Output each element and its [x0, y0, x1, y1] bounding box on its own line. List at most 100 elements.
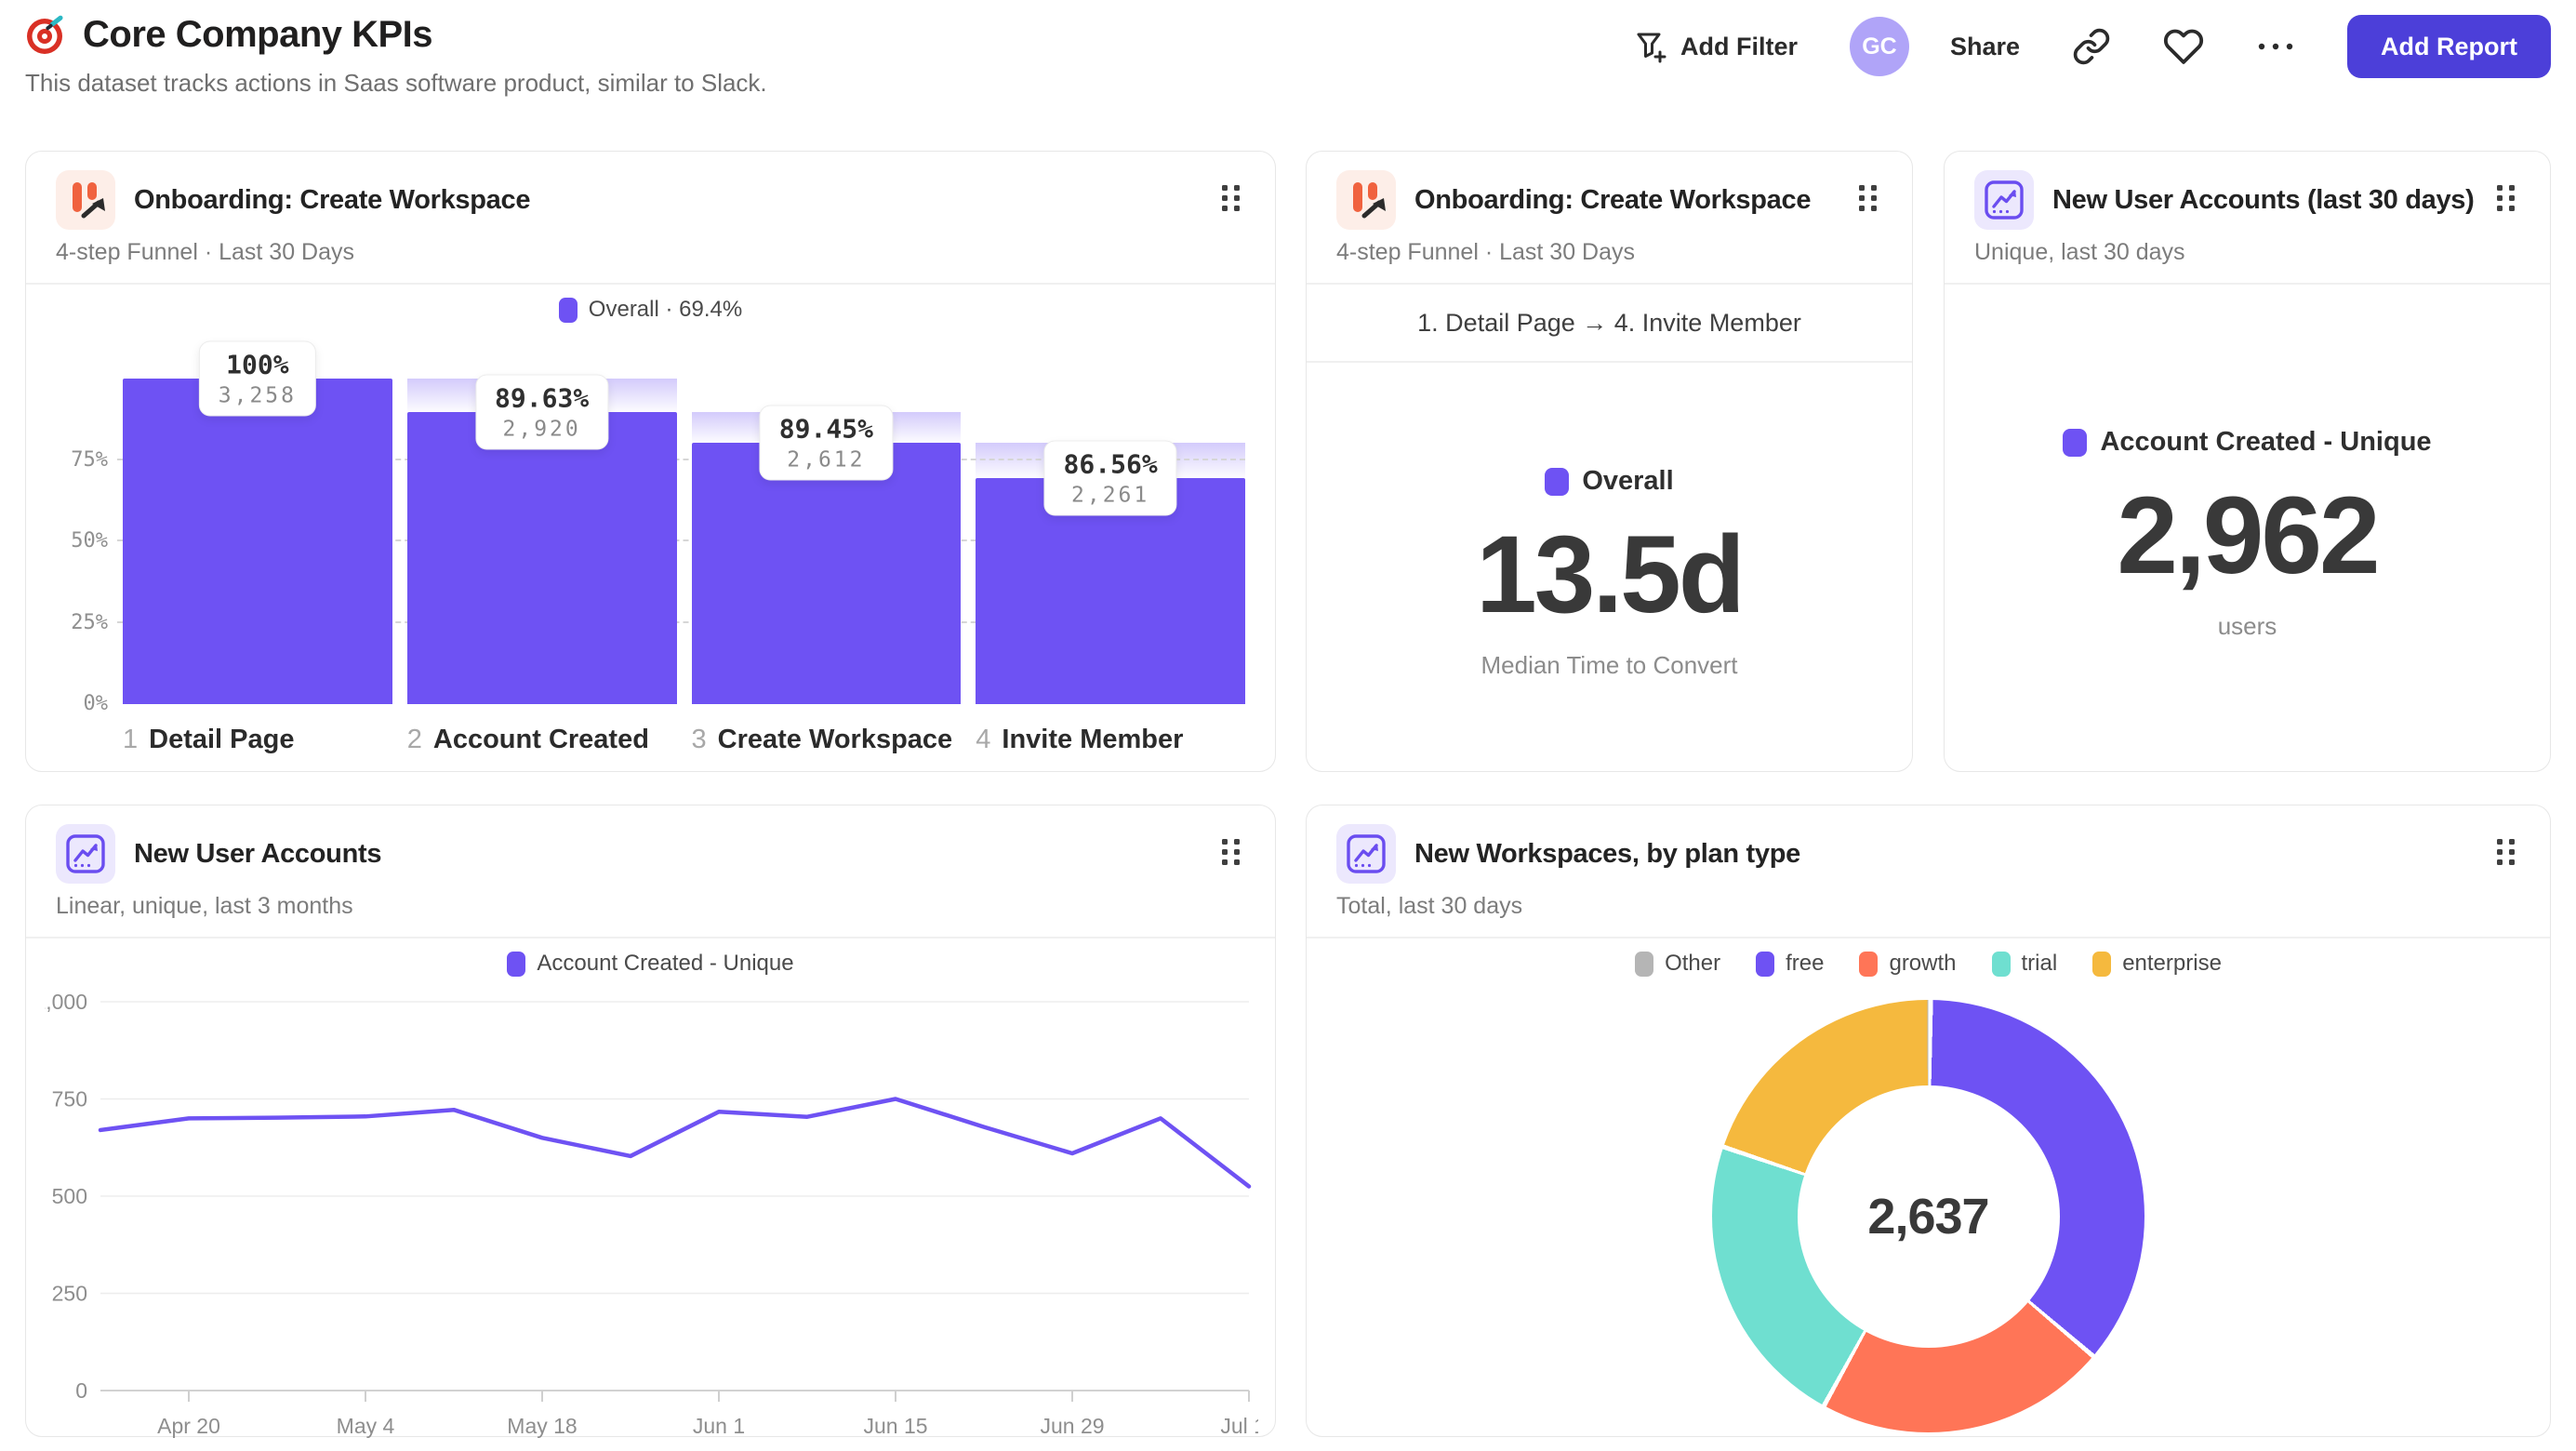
card-onboarding-funnel: Onboarding: Create Workspace 4-step Funn… — [25, 151, 1276, 772]
filter-icon — [1637, 33, 1666, 63]
line-xtick-label: May 18 — [507, 1414, 577, 1438]
metric-caption: users — [2217, 612, 2277, 640]
funnel-step-count: 2,261 — [1071, 483, 1150, 508]
donut-legend: Other free growth trial enterprise — [1307, 938, 2550, 989]
share-button[interactable]: Share — [1950, 33, 2020, 61]
page-title: Core Company KPIs — [83, 13, 433, 55]
legend-label: Account Created - Unique — [2100, 427, 2432, 457]
funnel-ytick-label: 25% — [71, 610, 108, 634]
funnel-ytick-label: 75% — [71, 447, 108, 472]
funnel-bar[interactable] — [123, 379, 392, 704]
legend-label: Overall · 69.4% — [588, 297, 743, 322]
card-new-user-accounts-30d: New User Accounts (last 30 days) Unique,… — [1944, 151, 2551, 772]
drag-handle-icon[interactable] — [1856, 181, 1880, 215]
line-chart[interactable]: 1,000 750 500 250 0 Apr 20 May 4 May 18 Jun 1 Jun… — [33, 989, 1277, 1446]
add-report-button[interactable]: Add Report — [2347, 15, 2551, 78]
card-new-workspaces-donut: New Workspaces, by plan type Total, last… — [1306, 805, 2551, 1437]
donut-legend-item-enterprise[interactable]: enterprise — [2092, 951, 2222, 977]
legend-label: enterprise — [2122, 951, 2222, 976]
line-ytick-label: 250 — [52, 1282, 87, 1306]
funnel-column[interactable]: 100% 3,258 — [123, 340, 392, 704]
favorite-heart-icon[interactable] — [2163, 26, 2204, 67]
card-subtitle: Linear, unique, last 3 months — [56, 893, 353, 919]
legend-label: Account Created - Unique — [537, 951, 794, 976]
funnel-step-count: 2,920 — [502, 417, 581, 442]
funnel-ytick-label: 0% — [83, 692, 109, 715]
funnel-step-index: 4 — [976, 725, 991, 754]
funnel-step-name: Create Workspace — [717, 725, 953, 754]
line-xtick-label: May 4 — [337, 1414, 395, 1438]
card-title[interactable]: Onboarding: Create Workspace — [1414, 184, 1812, 215]
funnel-gridline — [117, 620, 1245, 623]
card-title[interactable]: New Workspaces, by plan type — [1414, 838, 1800, 869]
card-subtitle: 4-step Funnel · Last 30 Days — [56, 239, 354, 265]
funnel-step-label: 3 Create Workspace — [692, 725, 962, 755]
share-label: Share — [1949, 32, 2021, 60]
funnel-step-pct: 89.45% — [778, 413, 873, 445]
funnel-value-box: 89.45% 2,612 — [759, 405, 893, 481]
drag-handle-icon[interactable] — [2494, 835, 2518, 869]
legend-label: Overall — [1582, 466, 1674, 496]
link-icon[interactable] — [2072, 27, 2111, 66]
donut-legend-item-trial[interactable]: trial — [1991, 951, 2058, 977]
legend-swatch — [558, 297, 578, 323]
drag-handle-icon[interactable] — [2494, 181, 2518, 215]
card-title[interactable]: New User Accounts (last 30 days) — [2052, 184, 2475, 215]
donut-hole: 2,637 — [1797, 1085, 2060, 1348]
funnel-columns: 100% 3,258 89.63% 2,920 89.45% 2,612 86.56% 2,2… — [123, 340, 1245, 704]
funnel-chart[interactable]: 75% 50% 25% 0% 100% 3,258 89.63% 2,920 89.45% 2,6… — [71, 340, 1245, 715]
card-title[interactable]: New User Accounts — [134, 838, 382, 869]
funnel-step-index: 1 — [123, 725, 139, 754]
donut-chart[interactable]: 2,637 — [1712, 1000, 2144, 1432]
funnel-step-name: Invite Member — [1002, 725, 1184, 754]
funnel-column[interactable]: 89.45% 2,612 — [691, 379, 962, 704]
line-xtick-label: Jun 15 — [863, 1414, 927, 1438]
more-options-icon[interactable] — [2256, 41, 2295, 52]
funnel-value-box: 100% 3,258 — [198, 340, 316, 417]
funnel-step-pct: 86.56% — [1063, 448, 1158, 480]
line-series[interactable] — [98, 1097, 1252, 1189]
funnel-report-icon — [56, 170, 115, 230]
funnel-legend-item[interactable]: Overall · 69.4% — [558, 297, 743, 323]
line-legend-item[interactable]: Account Created - Unique — [507, 951, 794, 977]
funnel-step-labels: 1 Detail Page 2 Account Created 3 Create Work… — [123, 725, 1245, 755]
donut-legend-item-free[interactable]: free — [1756, 951, 1824, 977]
funnel-gridline — [117, 458, 1245, 460]
add-filter-label: Add Filter — [1680, 32, 1798, 60]
funnel-value-box: 89.63% 2,920 — [475, 374, 609, 450]
funnel-bar[interactable] — [691, 443, 962, 704]
line-xtick-label: Jul 13 — [1220, 1414, 1258, 1438]
donut-legend-item-other[interactable]: Other — [1635, 951, 1720, 977]
avatar[interactable]: GC — [1849, 17, 1909, 76]
metric-legend-item[interactable]: Account Created - Unique — [2063, 427, 2432, 458]
legend-label: trial — [2021, 951, 2058, 976]
funnel-step-name: Detail Page — [149, 725, 295, 754]
funnel-bar[interactable] — [406, 412, 677, 704]
metric-value: 13.5d — [1476, 513, 1746, 636]
legend-label: free — [1786, 951, 1825, 976]
metric-legend-item[interactable]: Overall — [1545, 466, 1674, 497]
funnel-report-icon — [1336, 170, 1396, 230]
card-new-user-accounts-line: New User Accounts Linear, unique, last 3… — [25, 805, 1278, 1438]
card-subtitle: Total, last 30 days — [1336, 893, 1523, 919]
funnel-column[interactable]: 89.63% 2,920 — [406, 374, 677, 704]
card-title[interactable]: Onboarding: Create Workspace — [134, 184, 531, 215]
legend-label: growth — [1889, 951, 1957, 976]
page-subtitle: This dataset tracks actions in Saas soft… — [25, 69, 767, 97]
insights-report-icon — [56, 824, 115, 884]
donut-legend-item-growth[interactable]: growth — [1859, 951, 1957, 977]
card-subtitle: 4-step Funnel · Last 30 Days — [1336, 239, 1635, 265]
line-ytick-label: 0 — [75, 1378, 87, 1403]
drag-handle-icon[interactable] — [1219, 835, 1243, 869]
funnel-column[interactable]: 86.56% 2,261 — [976, 379, 1245, 704]
metric-value: 2,962 — [2117, 474, 2380, 597]
funnel-step-label: 2 Account Created — [407, 725, 677, 755]
funnel-step-index: 3 — [691, 725, 707, 754]
legend-swatch — [1859, 951, 1879, 977]
header-actions: Add Filter GC Share Add Report — [1632, 13, 2551, 80]
line-ytick-label: 1,000 — [45, 990, 87, 1014]
funnel-step-count: 2,612 — [787, 447, 866, 473]
add-filter-button[interactable]: Add Filter — [1632, 28, 1798, 65]
drag-handle-icon[interactable] — [1219, 181, 1243, 215]
funnel-step-index: 2 — [406, 725, 422, 754]
